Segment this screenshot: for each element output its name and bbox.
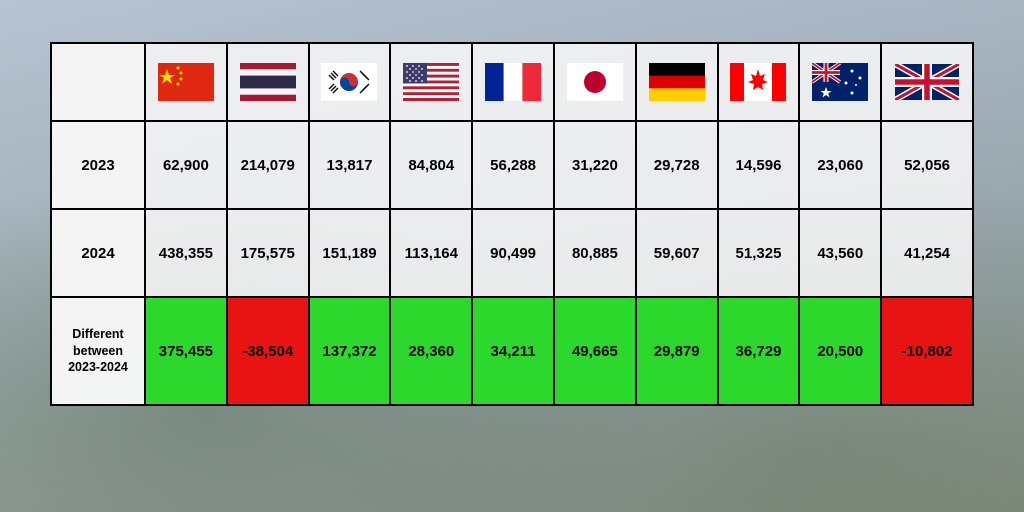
cell-diff-au: 20,500 <box>799 297 881 405</box>
cell-2024-ca: 51,325 <box>718 209 800 297</box>
cell-diff-us: 28,360 <box>390 297 472 405</box>
cell-diff-jp: 49,665 <box>554 297 636 405</box>
flag-kr <box>309 43 391 121</box>
label-2023: 2023 <box>51 121 145 209</box>
cell-2023-fr: 56,288 <box>472 121 554 209</box>
row-diff: Different between 2023-2024 375,455-38,5… <box>51 297 973 405</box>
corner-cell <box>51 43 145 121</box>
cell-2024-de: 59,607 <box>636 209 718 297</box>
label-diff: Different between 2023-2024 <box>51 297 145 405</box>
cell-diff-cn: 375,455 <box>145 297 227 405</box>
cell-2023-au: 23,060 <box>799 121 881 209</box>
cell-2023-de: 29,728 <box>636 121 718 209</box>
flag-th <box>227 43 309 121</box>
cell-2023-ca: 14,596 <box>718 121 800 209</box>
cell-2024-us: 113,164 <box>390 209 472 297</box>
flag-us <box>390 43 472 121</box>
cell-diff-th: -38,504 <box>227 297 309 405</box>
cell-diff-ca: 36,729 <box>718 297 800 405</box>
cell-2023-jp: 31,220 <box>554 121 636 209</box>
cell-2023-gb: 52,056 <box>881 121 973 209</box>
flag-cn <box>145 43 227 121</box>
cell-diff-kr: 137,372 <box>309 297 391 405</box>
cell-diff-de: 29,879 <box>636 297 718 405</box>
flag-jp <box>554 43 636 121</box>
flag-ca <box>718 43 800 121</box>
data-table: 2023 62,900214,07913,81784,80456,28831,2… <box>50 42 974 406</box>
cell-2023-us: 84,804 <box>390 121 472 209</box>
cell-diff-fr: 34,211 <box>472 297 554 405</box>
cell-2024-gb: 41,254 <box>881 209 973 297</box>
flag-header-row <box>51 43 973 121</box>
flag-fr <box>472 43 554 121</box>
flag-de <box>636 43 718 121</box>
cell-2024-kr: 151,189 <box>309 209 391 297</box>
comparison-table: 2023 62,900214,07913,81784,80456,28831,2… <box>50 42 974 406</box>
row-2024: 2024 438,355175,575151,189113,16490,4998… <box>51 209 973 297</box>
row-2023: 2023 62,900214,07913,81784,80456,28831,2… <box>51 121 973 209</box>
flag-gb <box>881 43 973 121</box>
label-2024: 2024 <box>51 209 145 297</box>
cell-2024-au: 43,560 <box>799 209 881 297</box>
flag-au <box>799 43 881 121</box>
cell-2024-cn: 438,355 <box>145 209 227 297</box>
cell-2023-th: 214,079 <box>227 121 309 209</box>
cell-2023-kr: 13,817 <box>309 121 391 209</box>
cell-2024-th: 175,575 <box>227 209 309 297</box>
cell-2023-cn: 62,900 <box>145 121 227 209</box>
cell-2024-fr: 90,499 <box>472 209 554 297</box>
cell-diff-gb: -10,802 <box>881 297 973 405</box>
cell-2024-jp: 80,885 <box>554 209 636 297</box>
